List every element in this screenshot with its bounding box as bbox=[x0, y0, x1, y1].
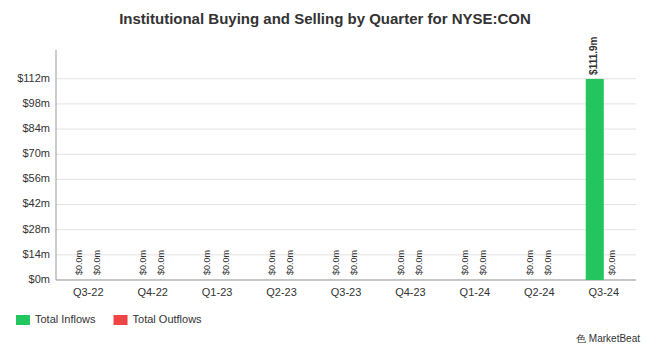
y-tick-label: $98m bbox=[22, 97, 50, 109]
data-label: $0.0m bbox=[349, 250, 359, 275]
legend-swatch bbox=[114, 315, 128, 325]
data-label: $0.0m bbox=[74, 250, 84, 275]
bars bbox=[586, 79, 604, 280]
data-label: $0.0m bbox=[478, 250, 488, 275]
legend-entry: Total Inflows bbox=[35, 313, 96, 325]
x-tick-label: Q3-24 bbox=[588, 286, 619, 298]
data-label: $0.0m bbox=[607, 250, 617, 275]
data-label: $0.0m bbox=[525, 250, 535, 275]
grid-line bbox=[56, 129, 636, 130]
data-label: $0.0m bbox=[267, 250, 277, 275]
y-tick-label: $42m bbox=[22, 197, 50, 209]
grid-line bbox=[56, 154, 636, 155]
data-label: $0.0m bbox=[414, 250, 424, 275]
bar bbox=[199, 280, 217, 281]
data-label: $0.0m bbox=[285, 250, 295, 275]
y-tick-label: $14m bbox=[22, 248, 50, 260]
x-tick-label: Q4-22 bbox=[137, 286, 168, 298]
grid-line bbox=[56, 229, 636, 230]
bar bbox=[328, 280, 346, 281]
bar bbox=[475, 280, 493, 281]
data-label: $0.0m bbox=[460, 250, 470, 275]
bar bbox=[153, 280, 171, 281]
grid-line bbox=[56, 78, 636, 79]
data-label: $0.0m bbox=[331, 250, 341, 275]
legend: Total Inflows Total Outflows bbox=[16, 313, 202, 325]
grid-line bbox=[56, 103, 636, 104]
bar bbox=[88, 280, 106, 281]
data-label: $0.0m bbox=[156, 250, 166, 275]
annotation: ⾊ MarketBeat bbox=[576, 333, 640, 344]
title: Institutional Buying and Selling by Quar… bbox=[119, 10, 531, 27]
bar bbox=[217, 280, 235, 281]
y-axis-line bbox=[56, 50, 57, 280]
x-tick-label: Q4-23 bbox=[395, 286, 426, 298]
data-labels: $0.0m $0.0m $0.0m $0.0m $0.0m $0.0m $0.0m $0.0m… bbox=[74, 36, 618, 275]
bar bbox=[539, 280, 557, 281]
bar bbox=[282, 280, 300, 281]
bar bbox=[586, 79, 604, 280]
y-tick-label: $28m bbox=[22, 223, 50, 235]
y-tick-label: $0m bbox=[29, 273, 50, 285]
data-label: $0.0m bbox=[92, 250, 102, 275]
data-label: $0.0m bbox=[221, 250, 231, 275]
bar bbox=[135, 280, 153, 281]
data-label: $0.0m bbox=[396, 250, 406, 275]
bar bbox=[346, 280, 364, 281]
bar bbox=[521, 280, 539, 281]
y-tick-label: $112m bbox=[17, 72, 50, 84]
legend-swatch bbox=[16, 315, 30, 325]
chart: Institutional Buying and Selling by Quar… bbox=[0, 0, 650, 350]
grid-line bbox=[56, 280, 636, 281]
bar bbox=[410, 280, 428, 281]
x-tick-label: Q2-23 bbox=[266, 286, 297, 298]
x-tick-label: Q1-24 bbox=[460, 286, 491, 298]
grid-line bbox=[56, 179, 636, 180]
legend-entry: Total Outflows bbox=[133, 313, 203, 325]
y-tick-label: $84m bbox=[22, 122, 50, 134]
data-label: $111.9m bbox=[588, 36, 599, 74]
y-tick-label: $70m bbox=[22, 147, 50, 159]
data-label: $0.0m bbox=[138, 250, 148, 275]
data-label: $0.0m bbox=[543, 250, 553, 275]
x-axis-line bbox=[56, 280, 636, 281]
bar bbox=[392, 280, 410, 281]
grid bbox=[56, 79, 636, 280]
chart-container: Institutional Buying and Selling by Quar… bbox=[0, 0, 650, 350]
grid-line bbox=[56, 204, 636, 205]
data-label: $0.0m bbox=[202, 250, 212, 275]
bar bbox=[70, 280, 88, 281]
x-tick-label: Q1-23 bbox=[202, 286, 233, 298]
x-tick-label: Q3-22 bbox=[73, 286, 104, 298]
y-tick-label: $56m bbox=[22, 172, 50, 184]
bar bbox=[264, 280, 282, 281]
x-tick-label: Q2-24 bbox=[524, 286, 555, 298]
x-tick-label: Q3-23 bbox=[331, 286, 362, 298]
bar bbox=[457, 280, 475, 281]
bar bbox=[604, 280, 622, 281]
